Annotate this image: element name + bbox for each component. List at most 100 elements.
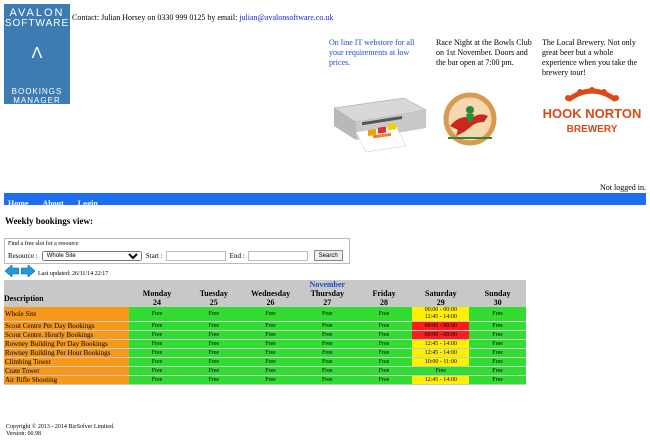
- booking-cell[interactable]: Free: [242, 366, 299, 376]
- start-input[interactable]: [165, 250, 226, 261]
- booking-cell[interactable]: Free: [298, 357, 356, 367]
- booking-cell[interactable]: Free: [128, 375, 186, 385]
- previous-week-arrow-icon[interactable]: [5, 265, 19, 277]
- booking-cell[interactable]: Free: [128, 307, 186, 322]
- resource-select[interactable]: Whole Site: [41, 250, 142, 261]
- booking-cell[interactable]: Free: [298, 375, 356, 385]
- booking-cell[interactable]: Free: [185, 330, 243, 340]
- booking-cell[interactable]: Free: [469, 321, 526, 331]
- booking-slot-text: Free: [208, 349, 220, 356]
- resource-name[interactable]: Crate Tower: [4, 366, 129, 376]
- page-title: Weekly bookings view:: [5, 216, 94, 226]
- booking-cell[interactable]: Free: [355, 348, 413, 358]
- day-name: Tuesday: [199, 289, 228, 298]
- resource-name[interactable]: Air Rifle Shooting: [4, 375, 129, 385]
- booking-cell[interactable]: Free: [469, 375, 526, 385]
- booking-cell[interactable]: Free: [185, 321, 243, 331]
- booking-slot-text: Free: [208, 340, 220, 347]
- resource-name[interactable]: Rowney Building Per Hour Bookings: [4, 348, 129, 358]
- booking-cell[interactable]: Free: [298, 348, 356, 358]
- contact-email-link[interactable]: julian@avalonsoftware.co.uk: [239, 13, 334, 22]
- booking-slot-text: Free: [492, 331, 503, 338]
- booking-cell[interactable]: Free: [469, 307, 526, 322]
- booking-cell[interactable]: 00:00 - 00:00: [412, 321, 470, 331]
- booking-cell[interactable]: Free: [242, 339, 299, 349]
- booking-slot-text: Free: [265, 310, 276, 317]
- end-label: End :: [229, 251, 245, 260]
- booking-cell[interactable]: Free: [128, 357, 186, 367]
- booking-cell[interactable]: Free: [355, 357, 413, 367]
- start-label: Start :: [145, 251, 163, 260]
- booking-slot-text: Free: [151, 376, 163, 383]
- booking-cell[interactable]: Free: [298, 366, 356, 376]
- booking-cell[interactable]: Free: [185, 375, 243, 385]
- booking-cell[interactable]: Free: [469, 339, 526, 349]
- booking-cell[interactable]: 00:00 - 00:00 12:45 - 14:00: [412, 307, 470, 322]
- next-week-arrow-icon[interactable]: [21, 265, 35, 277]
- booking-cell[interactable]: 12:45 - 14:00: [412, 348, 470, 358]
- booking-cell[interactable]: Free: [469, 330, 526, 340]
- day-header-friday: Friday 28: [355, 289, 413, 307]
- header-spacer: [4, 280, 129, 289]
- logo-line-2: SOFTWARE: [4, 18, 70, 29]
- booking-cell[interactable]: Free: [469, 366, 526, 376]
- booking-slot-text: Free: [321, 367, 333, 374]
- booking-cell[interactable]: Free: [355, 366, 413, 376]
- booking-cell[interactable]: Free: [242, 307, 299, 322]
- booking-cell[interactable]: Free: [185, 366, 243, 376]
- booking-slot-text: 12:45 - 14:00: [424, 349, 457, 356]
- booking-cell[interactable]: Free: [242, 357, 299, 367]
- booking-cell[interactable]: Free: [128, 348, 186, 358]
- nav-about-link[interactable]: About: [42, 199, 64, 208]
- booking-cell[interactable]: Free: [128, 330, 186, 340]
- booking-cell[interactable]: Free: [185, 307, 243, 322]
- booking-slot-text: Free: [265, 349, 276, 356]
- booking-cell[interactable]: 12:45 - 14:00: [412, 339, 470, 349]
- booking-slot-text: Free: [378, 340, 390, 347]
- booking-cell[interactable]: 00:00 - 00:00: [412, 330, 470, 340]
- booking-cell[interactable]: Free: [469, 348, 526, 358]
- resource-name[interactable]: Rowney Building Per Day Bookings: [4, 339, 129, 349]
- booking-slot-text: Free: [265, 358, 276, 365]
- resource-name[interactable]: Whole Site: [4, 307, 129, 322]
- booking-cell[interactable]: Free: [355, 375, 413, 385]
- printer-image[interactable]: [326, 88, 432, 154]
- booking-cell[interactable]: Free: [185, 348, 243, 358]
- booking-cell[interactable]: 12:45 - 14:00: [412, 375, 470, 385]
- booking-cell[interactable]: Free: [412, 366, 470, 376]
- booking-cell[interactable]: Free: [469, 357, 526, 367]
- booking-cell[interactable]: 10:00 - 11:00: [412, 357, 470, 367]
- booking-cell[interactable]: Free: [355, 330, 413, 340]
- search-button[interactable]: Search: [313, 250, 343, 261]
- ad-race-night-text: Race Night at the Bowls Club on 1st Nove…: [436, 38, 532, 67]
- resource-name[interactable]: Scout Centre. Hourly Bookings: [4, 330, 129, 340]
- booking-cell[interactable]: Free: [242, 348, 299, 358]
- booking-cell[interactable]: Free: [128, 339, 186, 349]
- booking-cell[interactable]: Free: [355, 339, 413, 349]
- booking-cell[interactable]: Free: [128, 366, 186, 376]
- booking-cell[interactable]: Free: [128, 321, 186, 331]
- ad-webstore-text[interactable]: On line IT webstore for all your require…: [329, 38, 415, 67]
- end-input[interactable]: [247, 250, 308, 261]
- avalon-logo: AVALON SOFTWARE Λ BOOKINGS MANAGER: [4, 4, 70, 105]
- booking-cell[interactable]: Free: [242, 321, 299, 331]
- booking-cell[interactable]: Free: [185, 357, 243, 367]
- booking-cell[interactable]: Free: [298, 307, 356, 322]
- booking-slot-text: Free: [492, 322, 503, 329]
- booking-cell[interactable]: Free: [355, 321, 413, 331]
- resource-name[interactable]: Climbing Tower: [4, 357, 129, 367]
- booking-slot-text: Free: [378, 376, 390, 383]
- nav-home-link[interactable]: Home: [8, 199, 29, 208]
- booking-cell[interactable]: Free: [185, 339, 243, 349]
- booking-cell[interactable]: Free: [242, 375, 299, 385]
- day-name: Thursday: [310, 289, 344, 298]
- nav-login-link[interactable]: Login: [77, 199, 98, 208]
- booking-cell[interactable]: Free: [242, 330, 299, 340]
- booking-slot-text: Free: [321, 331, 333, 338]
- booking-cell[interactable]: Free: [298, 321, 356, 331]
- resource-name[interactable]: Scout Centre Per Day Bookings: [4, 321, 129, 331]
- booking-cell[interactable]: Free: [298, 330, 356, 340]
- month-header: November: [128, 280, 526, 289]
- booking-cell[interactable]: Free: [298, 339, 356, 349]
- booking-cell[interactable]: Free: [355, 307, 413, 322]
